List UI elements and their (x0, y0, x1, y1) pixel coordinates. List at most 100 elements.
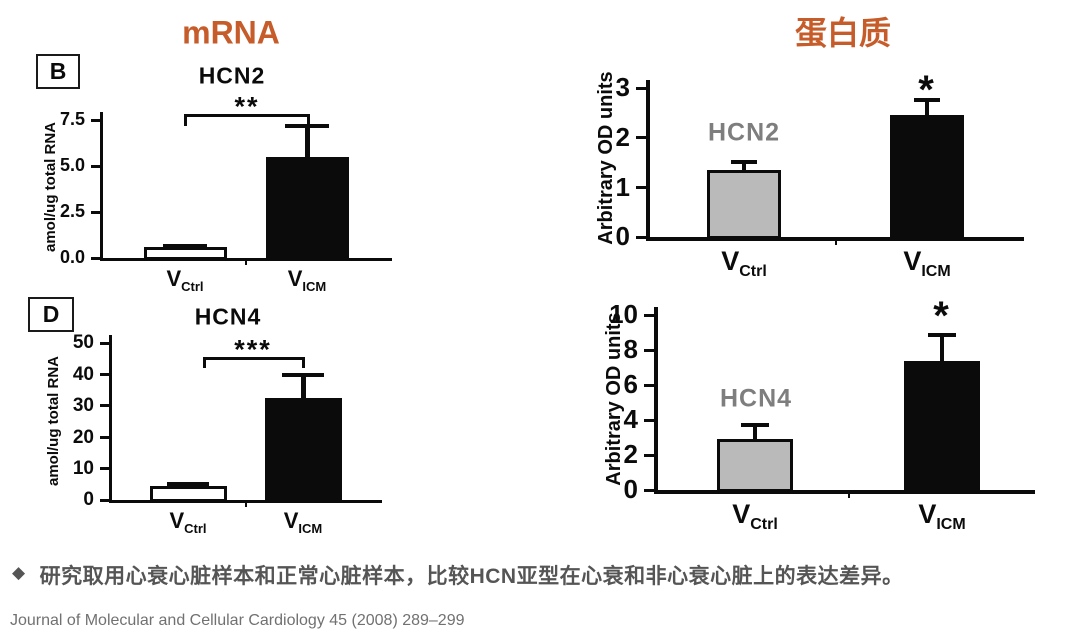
y-tick (644, 418, 654, 422)
x-label-main: V (721, 246, 740, 276)
panel-label: D (28, 297, 74, 332)
y-tick (636, 235, 646, 239)
x-axis-line (654, 490, 1035, 494)
error-bar-cap (928, 332, 956, 337)
chart-title: HCN2 (198, 62, 266, 89)
significance-stars: * (933, 294, 951, 338)
x-label-subscript: ICM (298, 521, 323, 536)
y-tick-label: 1 (615, 171, 630, 202)
significance-stars: * (918, 68, 936, 112)
x-axis-line (100, 258, 392, 261)
error-bar-cap (731, 160, 757, 165)
x-category-label: VCtrl (695, 499, 815, 533)
y-tick-label: 3 (615, 72, 630, 103)
significance-bracket (184, 114, 310, 117)
y-tick (100, 404, 109, 408)
y-axis-title: amol/ug total RNA (45, 356, 62, 486)
x-category-label: VCtrl (128, 508, 248, 536)
x-category-label: VICM (867, 246, 987, 280)
y-tick-label: 2 (623, 439, 638, 470)
y-tick-label: 20 (72, 426, 94, 448)
mrna-column-header: mRNA (182, 14, 280, 51)
chart-inner-label: HCN2 (707, 118, 781, 147)
y-tick-label: 6 (623, 369, 638, 400)
x-axis-line (646, 237, 1024, 241)
x-category-label: VICM (247, 266, 367, 294)
y-tick (636, 86, 646, 90)
bar-V_ICM (264, 397, 342, 502)
x-axis-center-tick (847, 494, 850, 498)
y-tick (100, 341, 109, 345)
x-axis-center-tick (245, 261, 247, 265)
x-label-main: V (918, 499, 937, 529)
y-tick (91, 118, 100, 122)
y-tick-label: 7.5 (59, 109, 85, 130)
error-bar-stem (940, 332, 944, 364)
x-label-subscript: Ctrl (739, 263, 767, 280)
error-bar-cap (167, 481, 209, 486)
y-tick (644, 313, 654, 317)
y-tick (644, 453, 654, 457)
error-bar-stem (742, 160, 746, 172)
significance-bracket-end-left (203, 357, 206, 368)
y-axis-title: Arbitrary OD units (603, 312, 625, 486)
y-tick (644, 348, 654, 352)
y-tick (91, 256, 100, 260)
y-tick-label: 5.0 (59, 155, 85, 176)
x-label-main: V (732, 499, 751, 529)
journal-citation: Journal of Molecular and Cellular Cardio… (10, 612, 465, 629)
significance-bracket-end-right (307, 114, 310, 126)
x-axis-center-tick (244, 503, 247, 507)
x-label-subscript: Ctrl (184, 521, 207, 536)
error-bar-cap (163, 244, 207, 249)
significance-bracket (203, 357, 305, 360)
y-tick-label: 10 (72, 457, 94, 479)
x-label-subscript: Ctrl (181, 279, 204, 294)
significance-stars: *** (234, 334, 272, 365)
error-bar-cap (741, 422, 769, 427)
y-tick-label: 0 (83, 489, 94, 511)
x-label-main: V (283, 508, 299, 533)
y-tick (644, 383, 654, 387)
error-bar-stem (300, 372, 306, 400)
y-tick-label: 10 (609, 299, 638, 330)
y-tick-label: 0.0 (59, 247, 85, 268)
y-tick (100, 467, 109, 471)
y-tick (636, 136, 646, 140)
y-tick-label: 4 (623, 404, 638, 435)
y-tick (636, 185, 646, 189)
y-tick (91, 210, 100, 214)
y-axis-line (100, 112, 103, 261)
y-tick-label: 50 (72, 332, 94, 354)
panel-label: B (36, 54, 80, 89)
bar-V_Ctrl (149, 485, 227, 502)
y-tick (100, 435, 109, 439)
x-label-subscript: ICM (921, 263, 951, 280)
x-category-label: VCtrl (684, 246, 804, 280)
bar-V_ICM (904, 361, 980, 492)
y-axis-line (646, 80, 650, 241)
x-axis-center-tick (834, 241, 837, 245)
y-tick-label: 30 (72, 395, 94, 417)
significance-bracket-end-right (302, 357, 305, 368)
y-tick-label: 8 (623, 334, 638, 365)
y-tick (100, 372, 109, 376)
y-axis-line (654, 307, 658, 494)
diamond-bullet-icon: ◆ (12, 563, 26, 582)
x-label-main: V (287, 266, 303, 291)
x-category-label: VCtrl (125, 266, 245, 294)
bar-V_ICM (265, 156, 349, 260)
bar-V_Ctrl (717, 439, 793, 492)
significance-bracket-end-left (184, 114, 187, 126)
error-bar-cap (282, 372, 324, 377)
x-label-main: V (903, 246, 922, 276)
error-bar-stem (753, 422, 757, 442)
error-bar-cap (914, 97, 940, 102)
bar-V_ICM (890, 115, 964, 239)
y-tick (100, 498, 109, 502)
y-tick-label: 2.5 (59, 201, 85, 222)
y-axis-line (109, 335, 112, 503)
protein-column-header: 蛋白质 (794, 15, 892, 51)
x-category-label: VICM (882, 499, 1002, 533)
